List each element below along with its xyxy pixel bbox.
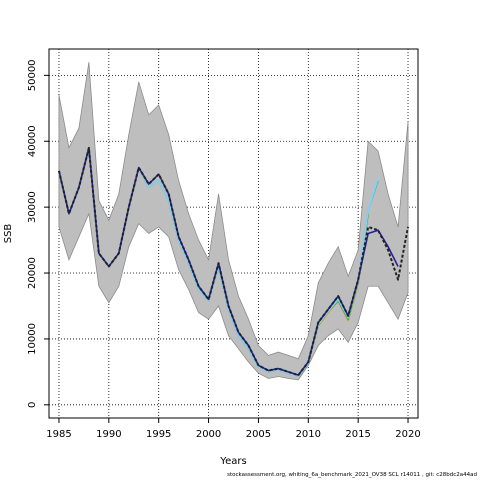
confidence-band-area xyxy=(58,62,409,381)
confidence-band xyxy=(58,62,409,381)
y-tick-label: 0 xyxy=(27,402,38,408)
x-axis-label: Years xyxy=(219,456,246,467)
footer-credit: stockassessment.org, whiting_6a_benchmar… xyxy=(227,472,477,478)
y-axis: 0 10000 20000 30000 40000 50000 xyxy=(27,59,50,408)
y-tick-label: 30000 xyxy=(27,191,38,223)
y-axis-label: SSB xyxy=(3,224,14,244)
y-tick-label: 50000 xyxy=(27,59,38,91)
y-tick-label: 40000 xyxy=(27,125,38,157)
x-tick-label: 2020 xyxy=(395,429,420,440)
x-axis: 1985 1990 1995 2000 2005 2010 2015 2020 xyxy=(46,417,421,440)
x-tick-label: 2015 xyxy=(345,429,370,440)
series-lines xyxy=(57,146,410,377)
x-tick-label: 1985 xyxy=(46,429,71,440)
x-tick-label: 2010 xyxy=(296,429,321,440)
x-tick-label: 2005 xyxy=(246,429,271,440)
y-tick-label: 10000 xyxy=(27,323,38,355)
x-tick-label: 1995 xyxy=(146,429,171,440)
x-tick-label: 2000 xyxy=(196,429,221,440)
x-tick-label: 1990 xyxy=(96,429,121,440)
y-tick-label: 20000 xyxy=(27,257,38,289)
